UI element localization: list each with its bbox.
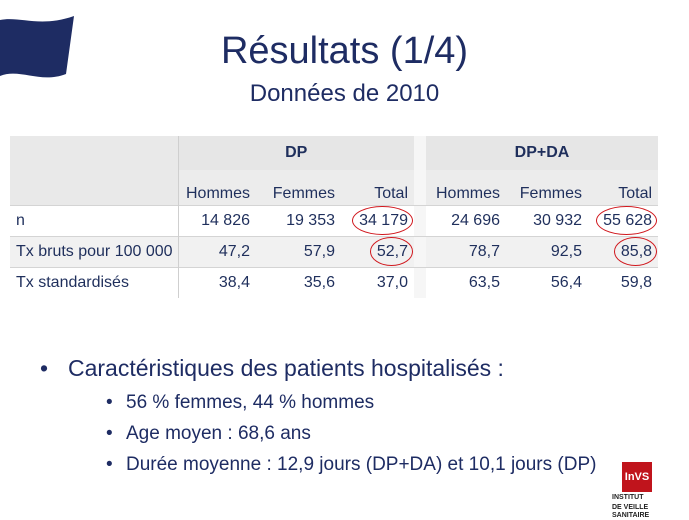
table-cell-highlighted: 34 179 [341, 205, 414, 237]
table-cell: 63,5 [426, 267, 506, 298]
slide-title: Résultats (1/4) [220, 30, 469, 72]
column-header: Hommes [177, 170, 256, 206]
column-header: Femmes [256, 170, 341, 206]
results-table: DP DP+DA Hommes Femmes Total Hommes Femm… [10, 136, 659, 298]
bullet-dot-icon: • [106, 454, 113, 475]
row-label: Tx bruts pour 100 000 [10, 236, 178, 268]
invs-mark: InVS [622, 462, 652, 492]
table-row: Tx bruts pour 100 000 47,2 57,9 52,7 78,… [10, 236, 659, 268]
table-cell: 24 696 [426, 205, 506, 237]
table-cell: 92,5 [506, 236, 588, 268]
table-row: n 14 826 19 353 34 179 24 696 30 932 55 … [10, 205, 659, 237]
row-label: n [10, 205, 178, 237]
flag-logo [0, 16, 74, 78]
bullet-sub: • Age moyen : 68,6 ans [106, 423, 311, 444]
table-group-header-row: DP DP+DA [10, 136, 659, 170]
logo-line-1: INSTITUT [612, 494, 644, 501]
table-cell: 35,6 [256, 267, 341, 298]
table-cell: 78,7 [426, 236, 506, 268]
bullet-dot-icon: • [106, 392, 113, 413]
bullet-dot-icon: • [40, 355, 49, 381]
logo-line-2: DE VEILLE SANITAIRE [612, 504, 650, 519]
bullet-dot-icon: • [106, 423, 113, 444]
table-cell: 57,9 [256, 236, 341, 268]
column-header: Total [341, 170, 414, 206]
invs-logo: InVS INSTITUT DE VEILLE SANITAIRE [612, 462, 674, 520]
table-cell-highlighted: 55 628 [588, 205, 659, 237]
bullet-sub: • 56 % femmes, 44 % hommes [106, 392, 375, 413]
group-header-dpda: DP+DA [426, 136, 659, 170]
table-cell-highlighted: 52,7 [341, 236, 414, 268]
slide-subtitle: Données de 2010 [249, 80, 440, 107]
bullet-main: • Caractéristiques des patients hospitali… [40, 355, 504, 381]
bullet-sub: • Durée moyenne : 12,9 jours (DP+DA) et 1… [106, 454, 597, 475]
table-cell: 38,4 [177, 267, 256, 298]
table-cell: 56,4 [506, 267, 588, 298]
table-cell-highlighted: 85,8 [588, 236, 659, 268]
table-cell: 47,2 [177, 236, 256, 268]
row-label: Tx standardisés [10, 267, 178, 298]
table-row: Tx standardisés 38,4 35,6 37,0 63,5 56,4… [10, 267, 659, 298]
table-cell: 14 826 [177, 205, 256, 237]
table-cell: 37,0 [341, 267, 414, 298]
group-header-dp: DP [177, 136, 414, 170]
column-header: Hommes [426, 170, 506, 206]
table-cell: 19 353 [256, 205, 341, 237]
table-column-header-row: Hommes Femmes Total Hommes Femmes Total [10, 170, 659, 206]
bullet-list: • Caractéristiques des patients hospitali… [40, 355, 596, 485]
column-header: Total [588, 170, 659, 206]
table-cell: 30 932 [506, 205, 588, 237]
table-cell: 59,8 [588, 267, 659, 298]
column-header: Femmes [506, 170, 588, 206]
